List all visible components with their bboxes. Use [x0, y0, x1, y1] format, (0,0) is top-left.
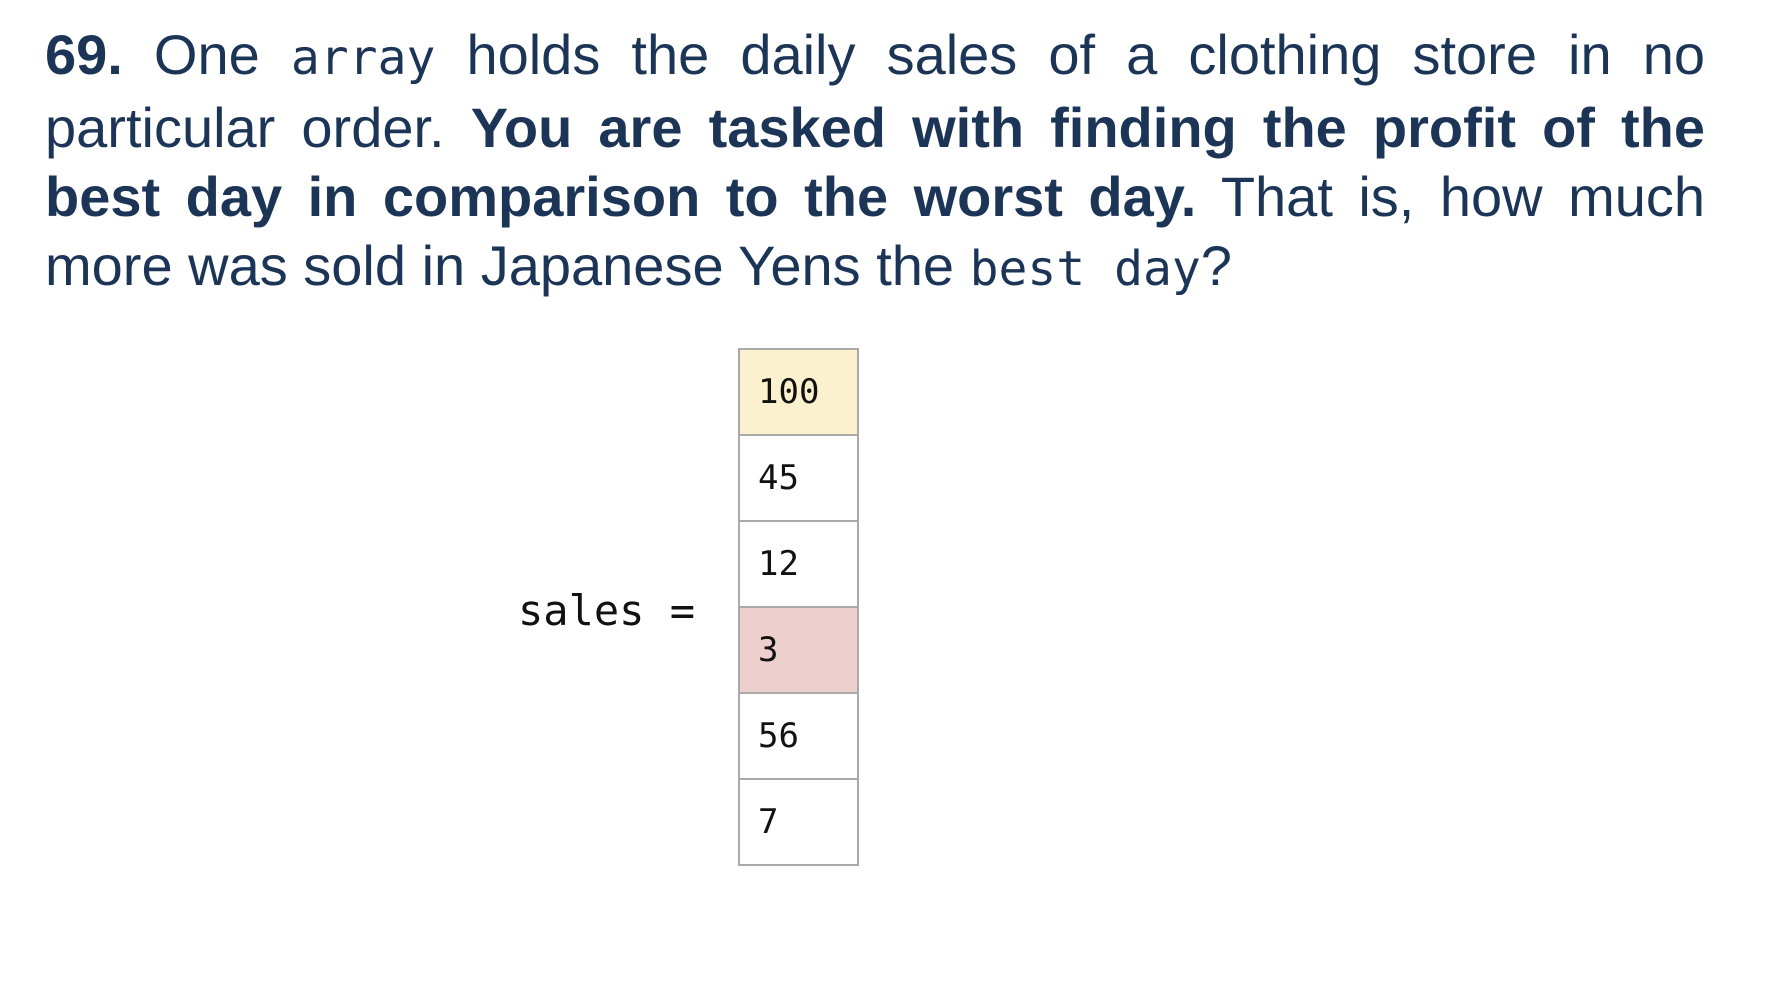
- array-cell-value: 56: [758, 716, 799, 756]
- question-task-emphasis: You are tasked with finding the profit o…: [45, 96, 1706, 228]
- question-number: 69.: [45, 23, 123, 86]
- array-cell-value: 12: [758, 544, 799, 584]
- question-text-part: ?: [1200, 234, 1232, 297]
- question-text: 69. One array holds the daily sales of a…: [45, 20, 1705, 304]
- inline-code-best-day: best day: [969, 241, 1201, 297]
- array-cell: 45: [740, 436, 857, 522]
- inline-code-array: array: [290, 30, 436, 86]
- question-text-part: That is, how much more was sold in Japan…: [45, 165, 1706, 297]
- array-cell: 56: [740, 694, 857, 780]
- question-text-part: One: [122, 23, 291, 86]
- array-cell-value: 45: [758, 458, 799, 498]
- array-cell: 3: [740, 608, 857, 694]
- array-variable-label: sales =: [518, 586, 696, 635]
- array-cell-value: 3: [758, 630, 779, 670]
- array-cell-value: 7: [758, 802, 779, 842]
- array-cell-value: 100: [758, 372, 820, 412]
- sales-array: 100 45 12 3 56 7: [738, 348, 859, 866]
- question-text-part: holds the daily sales of a clothing stor…: [45, 23, 1706, 159]
- array-cell: 7: [740, 780, 857, 866]
- array-cell: 100: [740, 350, 857, 436]
- array-cell: 12: [740, 522, 857, 608]
